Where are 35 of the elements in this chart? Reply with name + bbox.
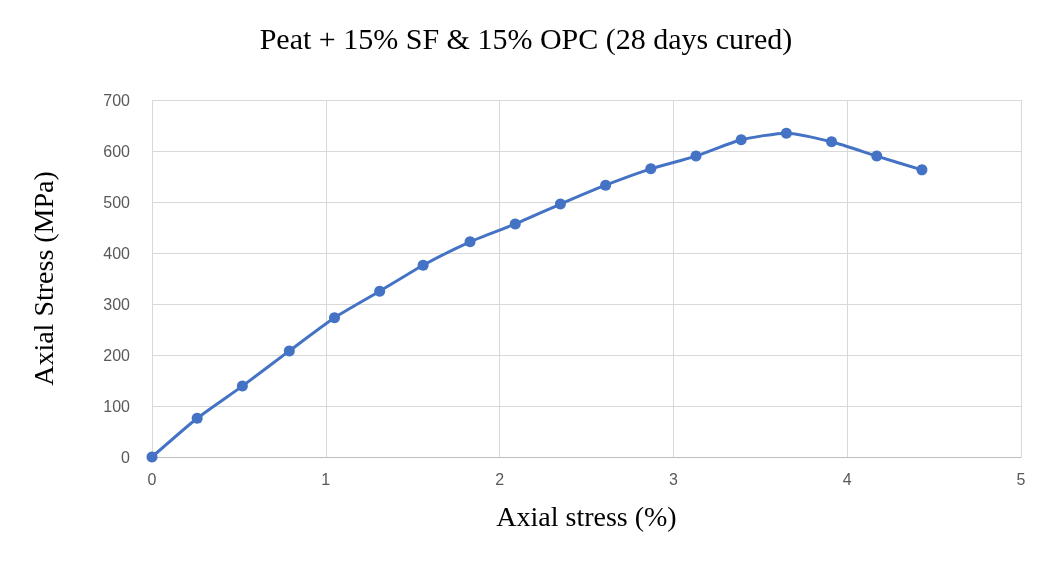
- point: [146, 451, 158, 463]
- x-tick-label: 4: [842, 470, 852, 488]
- x-tick-label: 1: [321, 470, 331, 488]
- y-tick-label: 400: [103, 244, 131, 262]
- point: [191, 412, 203, 424]
- point: [871, 150, 883, 162]
- point: [780, 127, 792, 139]
- y-tick-label: 300: [103, 295, 131, 313]
- point: [464, 236, 476, 248]
- point: [645, 163, 657, 175]
- point: [509, 218, 521, 230]
- x-tick-label: 5: [1016, 470, 1026, 488]
- x-tick-label: 0: [147, 470, 157, 488]
- x-tick-label: 3: [668, 470, 678, 488]
- point: [283, 345, 295, 357]
- point: [417, 259, 429, 271]
- y-tick-label: 200: [103, 346, 131, 364]
- x-tick-label: 2: [495, 470, 505, 488]
- point: [916, 164, 928, 176]
- point: [374, 285, 386, 297]
- point: [329, 312, 340, 324]
- point: [236, 380, 248, 392]
- y-tick-label: 700: [103, 91, 131, 109]
- point: [600, 179, 612, 191]
- chart-title: Peat + 15% SF & 15% OPC (28 days cured): [259, 21, 793, 56]
- point: [826, 136, 838, 148]
- y-tick-label: 500: [103, 193, 131, 211]
- y-tick-label: 600: [103, 142, 131, 160]
- y-axis-title: Axial Stress (MPa): [27, 171, 59, 386]
- x-axis-title: Axial stress (%): [496, 500, 677, 532]
- point: [735, 134, 747, 146]
- point: [690, 150, 702, 162]
- point: [554, 198, 566, 210]
- y-tick-label: 0: [121, 448, 131, 466]
- y-tick-label: 100: [103, 397, 131, 415]
